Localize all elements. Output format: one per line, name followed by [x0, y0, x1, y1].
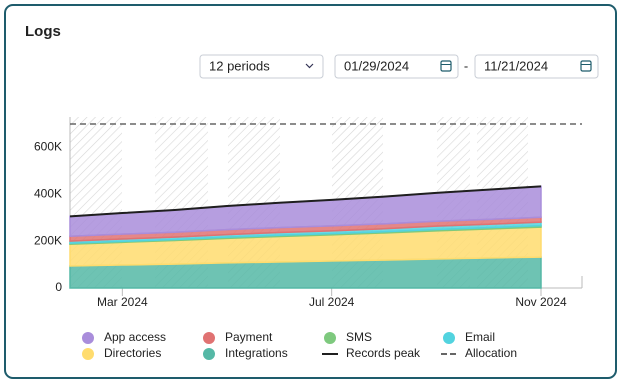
y-tick-label: 0 — [55, 280, 62, 294]
legend-label: Email — [465, 330, 495, 344]
x-tick-label: Nov 2024 — [515, 295, 567, 309]
y-tick-label: 200K — [34, 233, 62, 247]
records-peak-line — [69, 185, 542, 218]
legend-label: Records peak — [346, 346, 421, 360]
period-select-label: 12 periods — [209, 58, 270, 73]
card-title: Logs — [25, 23, 61, 40]
x-tick-label: Jul 2024 — [309, 295, 355, 309]
legend-marker — [82, 348, 94, 360]
legend-marker — [324, 332, 336, 344]
end-date-input[interactable]: 11/21/2024 — [474, 54, 599, 79]
legend-label: SMS — [346, 330, 372, 344]
y-tick-label: 400K — [34, 186, 62, 200]
x-tick-label: Mar 2024 — [97, 295, 148, 309]
legend-marker — [203, 348, 215, 360]
date-separator: - — [464, 58, 468, 73]
legend-label: Directories — [104, 346, 161, 360]
legend-label: Integrations — [225, 346, 288, 360]
period-select[interactable]: 12 periods — [199, 54, 324, 79]
legend-label: Allocation — [465, 346, 517, 360]
legend-marker — [443, 332, 455, 344]
legend: App access Payment SMS Email Directories Inte… — [82, 330, 517, 360]
legend-marker — [82, 332, 94, 344]
end-date: 11/21/2024 — [484, 58, 548, 73]
y-tick-label: 600K — [34, 140, 62, 154]
plot: 0 200K 400K 600K Mar 2024 Jul 2024 Nov 2024 — [34, 117, 583, 309]
start-date-input[interactable]: 01/29/2024 — [334, 54, 459, 79]
legend-label: Payment — [225, 330, 273, 344]
legend-marker — [203, 332, 215, 344]
legend-label: App access — [104, 330, 166, 344]
start-date: 01/29/2024 — [344, 58, 409, 73]
